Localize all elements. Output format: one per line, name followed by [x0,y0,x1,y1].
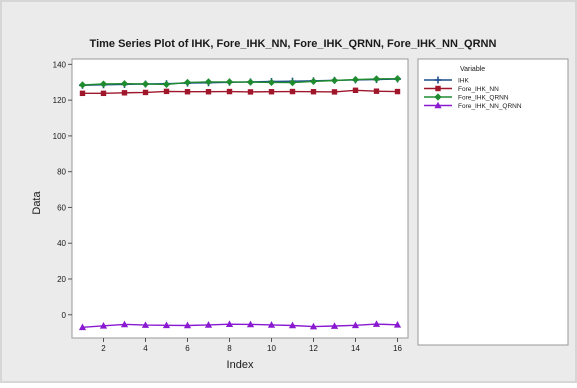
data-point [246,78,255,86]
x-tick-label: 10 [267,344,276,353]
data-point [120,320,129,328]
data-point [372,75,381,83]
data-point [330,322,339,329]
legend-marker [434,101,442,109]
data-point [99,322,108,329]
y-tick-label: 140 [53,60,67,69]
data-point [288,79,297,87]
y-tick-label: 0 [62,311,67,320]
data-point [310,89,317,95]
data-point [99,80,108,88]
series-line [82,89,398,95]
chart-title: Time Series Plot of IHK, Fore_IHK_NN, Fo… [90,38,497,50]
data-point [309,322,318,330]
legend-title: Variable [460,66,485,73]
data-point [183,78,192,87]
plot-area [71,58,409,339]
legend-marker [435,85,441,92]
data-point [268,89,275,95]
x-tick-label: 8 [227,344,232,353]
data-point [331,89,338,95]
data-point [79,90,86,97]
data-point [141,80,150,88]
data-point [351,321,360,329]
legend-item: IHK [424,76,470,85]
series-line [82,78,398,86]
data-point [142,89,149,96]
data-point [162,80,171,88]
data-point [247,89,254,95]
y-tick-label: 80 [57,168,66,177]
x-tick-label: 6 [185,344,190,353]
x-tick-label: 16 [393,344,402,353]
legend-label: Fore_IHK_NN_QRNN [458,103,522,110]
legend-label: IHK [458,78,470,85]
data-point [162,321,171,329]
y-tick-label: 120 [53,96,67,105]
x-tick-label: 12 [309,344,318,353]
y-axis: 0 20 40 60 80 100 120 140 [53,60,72,320]
legend-item: Fore_IHK_QRNN [424,93,509,102]
data-point [309,77,318,85]
x-axis-label: Index [227,359,254,371]
data-point [226,88,233,95]
y-tick-label: 60 [57,203,66,212]
legend-marker [434,76,442,84]
legend-label: Fore_IHK_QRNN [458,95,509,102]
data-point [351,75,360,84]
data-point [372,320,381,327]
data-point [204,78,213,86]
x-axis: 2 4 6 8 10 12 14 16 [101,338,402,353]
data-point [121,90,128,96]
series-fore-ihk-qrnn [78,75,402,89]
data-point [267,78,276,87]
data-point [289,88,296,95]
data-point [100,90,107,97]
data-point [204,321,213,328]
data-point [393,75,402,83]
data-point [78,81,87,89]
data-point [225,78,234,86]
x-tick-label: 4 [143,344,148,353]
legend-label: Fore_IHK_NN [458,86,499,93]
data-point [184,89,191,95]
legend-box [417,58,569,346]
data-point [393,320,402,328]
data-point [225,320,234,328]
y-tick-label: 100 [53,132,67,141]
legend-item: Fore_IHK_NN_QRNN [424,101,522,110]
data-point [246,320,255,328]
legend-marker [434,93,442,101]
series-fore-ihk-nn-qrnn [78,320,402,331]
x-tick-label: 14 [351,344,360,353]
data-point [352,87,359,93]
data-point [330,76,339,85]
x-tick-label: 2 [101,344,106,353]
data-point [288,321,297,329]
y-tick-label: 40 [57,239,66,248]
series-line [82,323,398,328]
data-point [373,88,380,94]
series-fore-ihk-nn [79,87,401,97]
y-tick-label: 20 [57,275,66,284]
data-point [183,321,192,329]
data-point [120,80,129,88]
y-axis-label: Data [31,191,43,215]
data-point [141,321,150,328]
series-layer [78,75,402,331]
data-point [267,321,276,328]
data-point [205,89,212,95]
data-point [78,323,87,331]
data-point [163,88,170,95]
legend-item: Fore_IHK_NN [424,85,499,93]
data-point [394,88,401,95]
